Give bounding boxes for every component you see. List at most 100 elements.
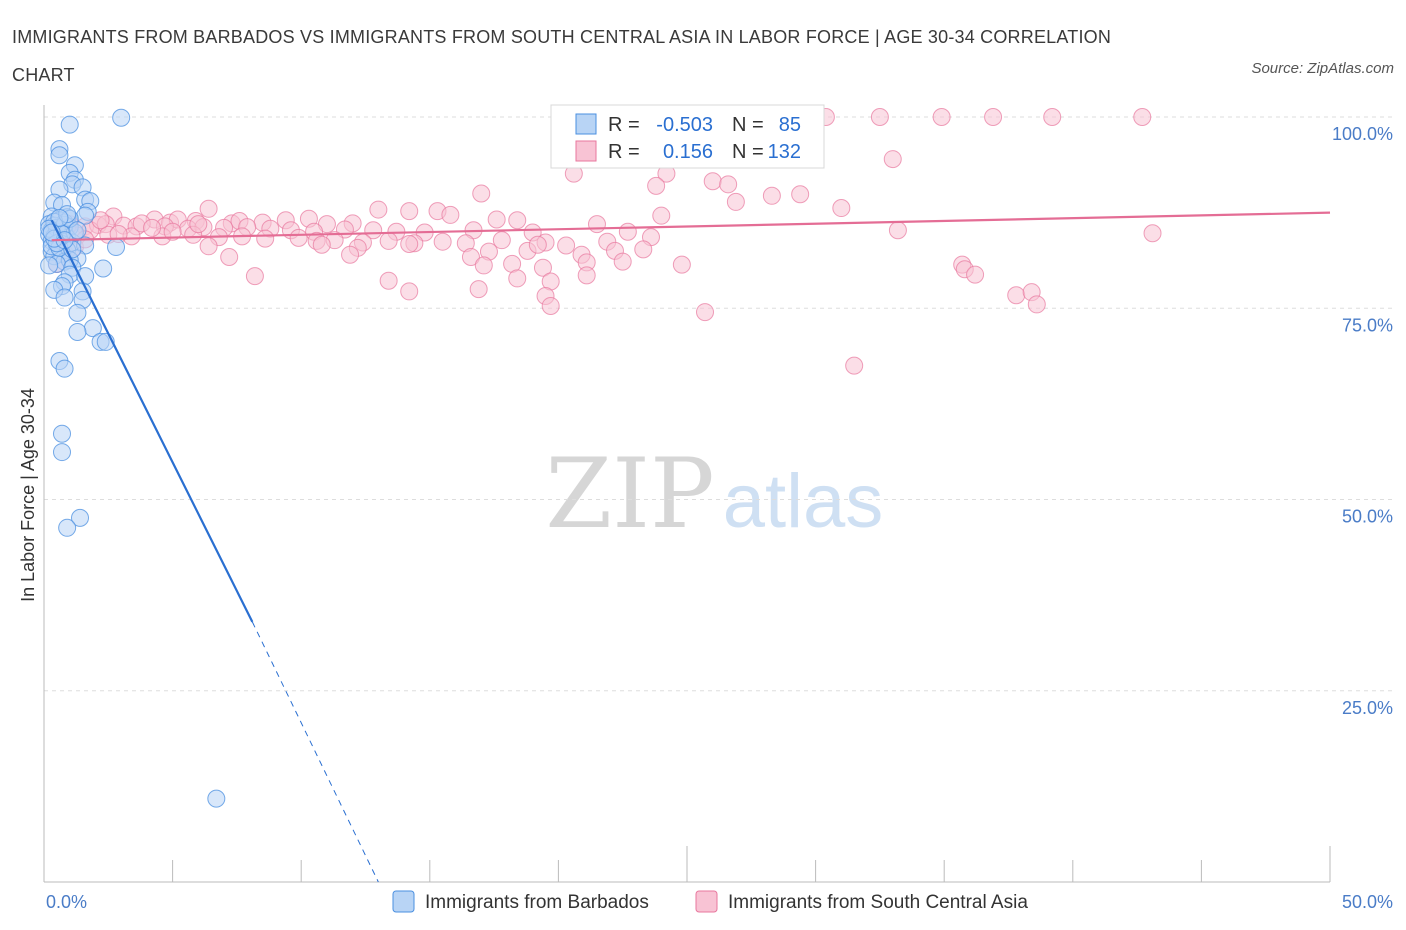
grid-lines bbox=[44, 116, 1394, 692]
point-south-central-asia-90 bbox=[528, 235, 547, 254]
point-south-central-asia-87 bbox=[400, 234, 419, 253]
y-tick-label-75: 75.0% bbox=[1342, 315, 1393, 335]
point-south-central-asia-106 bbox=[245, 267, 264, 286]
legend-swatch-pink bbox=[575, 140, 597, 162]
point-barbados-35 bbox=[107, 238, 126, 257]
point-south-central-asia-60 bbox=[888, 221, 907, 240]
point-south-central-asia-36 bbox=[487, 210, 506, 229]
point-barbados-65 bbox=[71, 508, 90, 527]
point-barbados-64 bbox=[53, 443, 72, 462]
point-barbados-54 bbox=[55, 288, 74, 307]
point-south-central-asia-108 bbox=[508, 269, 527, 288]
point-south-central-asia-7 bbox=[883, 150, 902, 169]
trend-line-barbados-extension bbox=[251, 621, 379, 883]
point-barbados-47 bbox=[94, 259, 113, 278]
point-south-central-asia-102 bbox=[672, 255, 691, 274]
point-south-central-asia-20 bbox=[400, 202, 419, 221]
legend-n-label-pink: N = bbox=[732, 141, 764, 163]
point-south-central-asia-1 bbox=[932, 108, 951, 126]
point-south-central-asia-23 bbox=[652, 206, 671, 225]
trend-line-south-central-asia bbox=[51, 211, 1331, 242]
point-south-central-asia-116 bbox=[541, 296, 560, 315]
bottom-legend-swatch-pink bbox=[695, 890, 718, 913]
point-south-central-asia-81 bbox=[557, 236, 576, 255]
point-south-central-asia-75 bbox=[379, 231, 398, 250]
point-south-central-asia-126 bbox=[163, 222, 182, 241]
bottom-legend-label-south-central-asia: Immigrants from South Central Asia bbox=[728, 892, 1028, 913]
x-tick-label-0: 0.0% bbox=[46, 892, 87, 912]
trend-line-barbados bbox=[50, 219, 254, 623]
bottom-legend: Immigrants from Barbados Immigrants from… bbox=[392, 890, 1028, 913]
point-barbados-62 bbox=[55, 359, 74, 378]
point-south-central-asia-105 bbox=[966, 265, 985, 284]
point-south-central-asia-111 bbox=[400, 282, 419, 301]
point-south-central-asia-19 bbox=[369, 200, 388, 219]
y-tick-label-25: 25.0% bbox=[1342, 698, 1393, 718]
point-south-central-asia-54 bbox=[364, 221, 383, 240]
point-south-central-asia-2 bbox=[984, 108, 1003, 126]
point-south-central-asia-22 bbox=[441, 205, 460, 224]
point-south-central-asia-71 bbox=[289, 228, 308, 247]
legend-n-label-blue: N = bbox=[732, 114, 764, 136]
legend-swatch-blue bbox=[575, 113, 597, 135]
point-south-central-asia-12 bbox=[719, 175, 738, 194]
x-tick-label-50: 50.0% bbox=[1342, 892, 1393, 912]
bottom-legend-label-barbados: Immigrants from Barbados bbox=[425, 892, 649, 913]
point-south-central-asia-118 bbox=[1027, 295, 1046, 314]
point-south-central-asia-127 bbox=[189, 215, 208, 234]
top-legend: R = -0.503 N = 85 R = 0.156 N = 132 bbox=[550, 104, 825, 169]
y-tick-label-50: 50.0% bbox=[1342, 507, 1393, 527]
point-south-central-asia-119 bbox=[845, 356, 864, 375]
trend-lines bbox=[50, 211, 1331, 883]
point-barbados-1 bbox=[60, 115, 79, 134]
point-south-central-asia-112 bbox=[469, 280, 488, 299]
point-south-central-asia-95 bbox=[341, 245, 360, 264]
point-south-central-asia-14 bbox=[791, 185, 810, 204]
point-south-central-asia-4 bbox=[1133, 108, 1152, 126]
bottom-legend-swatch-blue bbox=[392, 890, 415, 913]
point-barbados-56 bbox=[68, 303, 87, 322]
y-tick-label-100: 100.0% bbox=[1332, 124, 1393, 144]
point-south-central-asia-15 bbox=[762, 186, 781, 205]
point-south-central-asia-85 bbox=[312, 235, 331, 254]
point-barbados-67 bbox=[207, 789, 226, 808]
point-south-central-asia-10 bbox=[703, 172, 722, 191]
chart-title: IMMIGRANTS FROM BARBADOS VS IMMIGRANTS F… bbox=[12, 27, 1112, 85]
point-barbados-66 bbox=[58, 518, 77, 537]
legend-n-value-pink: 132 bbox=[768, 141, 801, 163]
point-barbados-3 bbox=[50, 146, 69, 165]
point-south-central-asia-3 bbox=[870, 108, 889, 126]
point-south-central-asia-107 bbox=[379, 271, 398, 290]
point-south-central-asia-37 bbox=[508, 211, 527, 230]
legend-n-value-blue: 85 bbox=[779, 114, 801, 136]
point-south-central-asia-16 bbox=[726, 192, 745, 211]
point-south-central-asia-11 bbox=[647, 176, 666, 195]
y-axis-label: In Labor Force | Age 30-34 bbox=[18, 388, 38, 602]
tick-labels: 25.0% 50.0% 75.0% 100.0% 0.0% 50.0% bbox=[46, 124, 1393, 912]
point-south-central-asia-99 bbox=[533, 258, 552, 277]
point-south-central-asia-77 bbox=[433, 232, 452, 251]
point-south-central-asia-94 bbox=[220, 247, 239, 266]
point-south-central-asia-13 bbox=[472, 184, 491, 203]
point-south-central-asia-61 bbox=[1143, 224, 1162, 243]
watermark-zip: ZIP bbox=[545, 438, 714, 550]
point-south-central-asia-79 bbox=[492, 231, 511, 250]
watermark-atlas: atlas bbox=[723, 459, 884, 544]
point-south-central-asia-70 bbox=[256, 229, 275, 248]
point-south-central-asia-84 bbox=[199, 237, 218, 256]
point-south-central-asia-17 bbox=[832, 199, 851, 218]
legend-r-label-blue: R = bbox=[608, 114, 640, 136]
point-barbados-58 bbox=[68, 322, 87, 341]
point-south-central-asia-117 bbox=[696, 303, 715, 322]
legend-r-label-pink: R = bbox=[608, 141, 640, 163]
legend-r-value-blue: -0.503 bbox=[656, 114, 713, 136]
point-barbados-63 bbox=[53, 424, 72, 443]
point-south-central-asia-93 bbox=[634, 240, 653, 259]
point-barbados-80 bbox=[50, 208, 69, 227]
point-barbados-45 bbox=[40, 256, 59, 275]
point-south-central-asia-96 bbox=[461, 247, 480, 266]
point-south-central-asia-114 bbox=[1007, 286, 1026, 305]
point-barbados-0 bbox=[112, 108, 131, 127]
point-south-central-asia-18 bbox=[199, 199, 218, 218]
